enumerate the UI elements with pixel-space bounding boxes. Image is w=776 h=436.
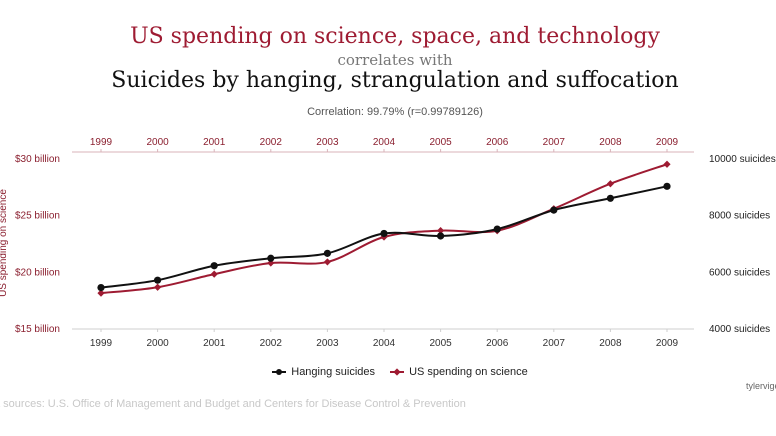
legend-item-spending[interactable]: US spending on science <box>390 366 528 378</box>
data-point-suicides <box>663 182 671 190</box>
data-point-suicides <box>437 232 445 240</box>
bottom-x-tick-label: 2004 <box>373 338 396 349</box>
top-x-tick-label: 1999 <box>90 137 113 148</box>
data-point-suicides <box>97 283 105 292</box>
legend-swatch-suicides <box>272 369 287 375</box>
bottom-x-tick-label: 2000 <box>146 338 169 349</box>
left-y-tick-label: $20 billion <box>15 267 60 278</box>
attribution-text: tylervige <box>746 381 776 391</box>
top-x-tick-label: 2004 <box>373 137 396 148</box>
data-point-spending <box>437 226 445 235</box>
top-x-tick-label: 2000 <box>146 137 169 148</box>
bottom-x-tick-label: 1999 <box>90 338 113 349</box>
data-point-spending <box>267 259 275 267</box>
bottom-x-tick-label: 2007 <box>543 338 566 349</box>
legend-label-spending: US spending on science <box>409 366 528 378</box>
data-point-suicides <box>493 225 501 233</box>
top-x-tick-label: 2001 <box>203 137 226 148</box>
data-point-spending <box>210 270 218 278</box>
top-x-tick-label: 2003 <box>316 137 339 148</box>
legend-label-suicides: Hanging suicides <box>291 366 376 378</box>
bottom-x-tick-label: 2002 <box>260 338 283 349</box>
chart-title-primary: US spending on science, space, and techn… <box>130 24 660 49</box>
diamond-marker-icon <box>393 368 401 376</box>
circle-marker-icon <box>276 369 283 375</box>
data-point-suicides <box>606 194 615 202</box>
correlation-chart: 1999 1999 2000 2000 2001 2001 2002 2002 2003 2003… <box>0 137 776 349</box>
top-x-tick-label: 2009 <box>656 137 679 148</box>
data-point-spending <box>606 180 614 188</box>
top-x-tick-label: 2005 <box>429 137 452 148</box>
right-y-tick-label: 4000 suicides <box>709 324 770 335</box>
top-x-tick-label: 2006 <box>486 137 509 148</box>
chart-legend: Hanging suicides US spending on science <box>0 364 776 378</box>
correlation-text: Correlation: 99.79% (r=0.99789126) <box>307 106 483 118</box>
right-y-tick-label: 8000 suicides <box>709 211 770 222</box>
chart-title-secondary: Suicides by hanging, strangulation and s… <box>111 68 679 93</box>
data-point-suicides <box>380 229 388 238</box>
data-point-suicides <box>154 276 162 284</box>
data-point-spending <box>323 258 331 266</box>
bottom-x-tick-label: 2009 <box>656 338 679 349</box>
legend-item-suicides[interactable]: Hanging suicides <box>272 366 375 378</box>
bottom-x-tick-label: 2001 <box>203 338 226 349</box>
data-point-spending <box>154 283 162 291</box>
data-point-spending <box>663 160 671 168</box>
data-point-suicides <box>267 254 275 262</box>
chart-title-connector: correlates with <box>337 51 453 69</box>
legend-swatch-spending <box>390 368 405 376</box>
data-point-suicides <box>323 249 331 257</box>
chart-axes: 1999 1999 2000 2000 2001 2001 2002 2002 2003 2003… <box>0 137 776 349</box>
right-y-tick-label: 6000 suicides <box>709 267 770 278</box>
bottom-x-tick-label: 2008 <box>599 338 622 349</box>
left-y-axis-title: US spending on science <box>0 189 9 297</box>
data-sources-text: a sources: U.S. Office of Management and… <box>0 398 466 410</box>
left-y-tick-label: $15 billion <box>15 324 60 335</box>
top-x-tick-label: 2007 <box>543 137 566 148</box>
bottom-x-tick-label: 2003 <box>316 338 339 349</box>
left-y-tick-label: $25 billion <box>15 211 60 222</box>
bottom-x-tick-label: 2005 <box>429 338 452 349</box>
bottom-x-tick-label: 2006 <box>486 338 509 349</box>
data-point-spending <box>97 289 105 297</box>
right-y-tick-label: 10000 suicides <box>709 154 776 165</box>
left-y-tick-label: $30 billion <box>15 154 60 165</box>
top-x-tick-label: 2008 <box>599 137 622 148</box>
data-point-suicides <box>550 206 558 214</box>
chart-series <box>97 160 671 297</box>
data-point-suicides <box>210 262 218 270</box>
top-x-tick-label: 2002 <box>260 137 283 148</box>
